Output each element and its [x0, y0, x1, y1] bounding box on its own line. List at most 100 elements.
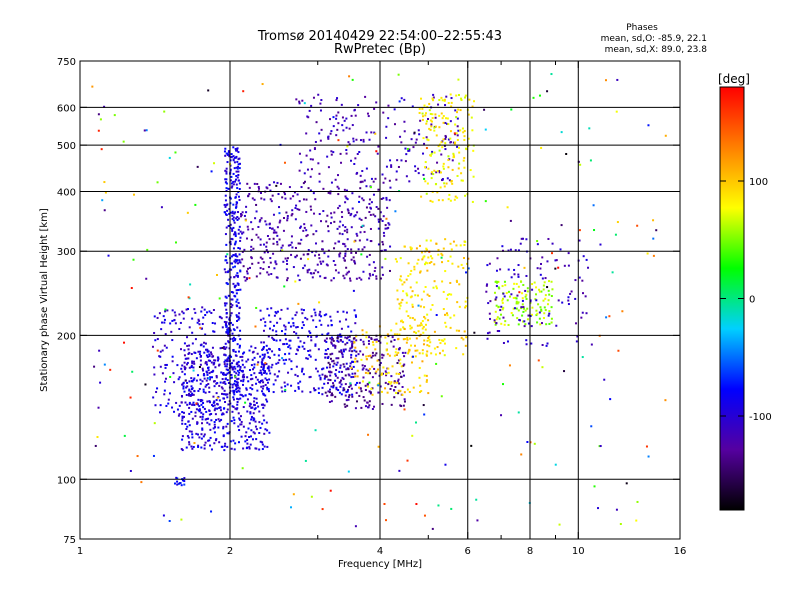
data-point	[231, 332, 234, 335]
data-point	[233, 365, 236, 368]
data-point	[362, 353, 365, 356]
data-point	[156, 338, 159, 341]
data-point	[438, 338, 441, 341]
data-point	[140, 481, 143, 484]
data-point	[235, 274, 238, 277]
data-point	[567, 299, 570, 302]
data-point	[470, 116, 473, 119]
data-point	[294, 280, 297, 283]
data-point	[325, 220, 328, 223]
data-point	[232, 254, 235, 257]
data-point	[369, 392, 372, 395]
data-point	[455, 280, 458, 283]
data-point	[262, 365, 265, 368]
data-point	[187, 296, 190, 299]
data-point	[421, 360, 424, 363]
data-point	[143, 129, 146, 132]
data-point	[440, 256, 443, 259]
data-point	[358, 200, 361, 203]
data-point	[428, 338, 431, 341]
data-point	[266, 307, 269, 310]
data-point	[262, 267, 265, 270]
data-point	[358, 394, 361, 397]
data-point	[309, 189, 312, 192]
data-point	[558, 523, 561, 526]
data-point	[237, 364, 240, 367]
data-point	[200, 433, 203, 436]
data-point	[329, 353, 332, 356]
data-point	[398, 302, 401, 305]
data-point	[302, 267, 305, 270]
data-point	[513, 282, 516, 285]
data-point	[245, 387, 248, 390]
data-point	[190, 353, 193, 356]
data-point	[282, 260, 285, 263]
data-point	[330, 341, 333, 344]
data-point	[255, 210, 258, 213]
data-point	[381, 402, 384, 405]
data-point	[386, 206, 389, 209]
data-point	[494, 280, 497, 283]
data-point	[451, 168, 454, 171]
data-point	[243, 351, 246, 354]
data-point	[219, 406, 222, 409]
data-point	[327, 355, 330, 358]
data-point	[181, 417, 184, 420]
data-point	[109, 368, 112, 371]
data-point	[544, 297, 547, 300]
data-point	[263, 198, 266, 201]
data-point	[456, 125, 459, 128]
data-point	[242, 447, 245, 450]
data-point	[324, 356, 327, 359]
data-point	[462, 338, 465, 341]
data-point	[239, 329, 242, 332]
data-point	[161, 321, 164, 324]
data-point	[422, 256, 425, 259]
data-point	[328, 400, 331, 403]
data-point	[299, 340, 302, 343]
data-point	[268, 327, 271, 330]
data-point	[352, 140, 355, 143]
data-point	[180, 484, 183, 487]
data-point	[197, 350, 200, 353]
data-point	[554, 463, 557, 466]
data-point	[249, 411, 252, 414]
data-point	[341, 124, 344, 127]
data-point	[652, 219, 655, 222]
data-point	[343, 119, 346, 122]
data-point	[163, 110, 166, 113]
data-point	[578, 239, 581, 242]
data-point	[248, 192, 251, 195]
data-point	[486, 332, 489, 335]
data-point	[232, 158, 235, 161]
data-point	[635, 519, 638, 522]
data-point	[239, 230, 242, 233]
data-point	[432, 99, 435, 102]
data-point	[388, 223, 391, 226]
data-point	[270, 307, 273, 310]
data-point	[422, 290, 425, 293]
data-point	[222, 425, 225, 428]
data-point	[346, 404, 349, 407]
data-point	[587, 266, 590, 269]
data-point	[351, 395, 354, 398]
data-point	[276, 375, 279, 378]
data-point	[233, 285, 236, 288]
data-point	[352, 337, 355, 340]
data-point	[193, 404, 196, 407]
data-point	[331, 394, 334, 397]
data-point	[266, 386, 269, 389]
data-point	[182, 317, 185, 320]
data-point	[298, 102, 301, 105]
data-point	[332, 125, 335, 128]
data-point	[525, 343, 528, 346]
data-point	[324, 349, 327, 352]
data-point	[429, 308, 432, 311]
data-point	[251, 228, 254, 231]
data-point	[435, 314, 438, 317]
data-point	[438, 149, 441, 152]
data-point	[248, 435, 251, 438]
data-point	[531, 283, 534, 286]
data-point	[329, 118, 332, 121]
data-point	[193, 362, 196, 365]
